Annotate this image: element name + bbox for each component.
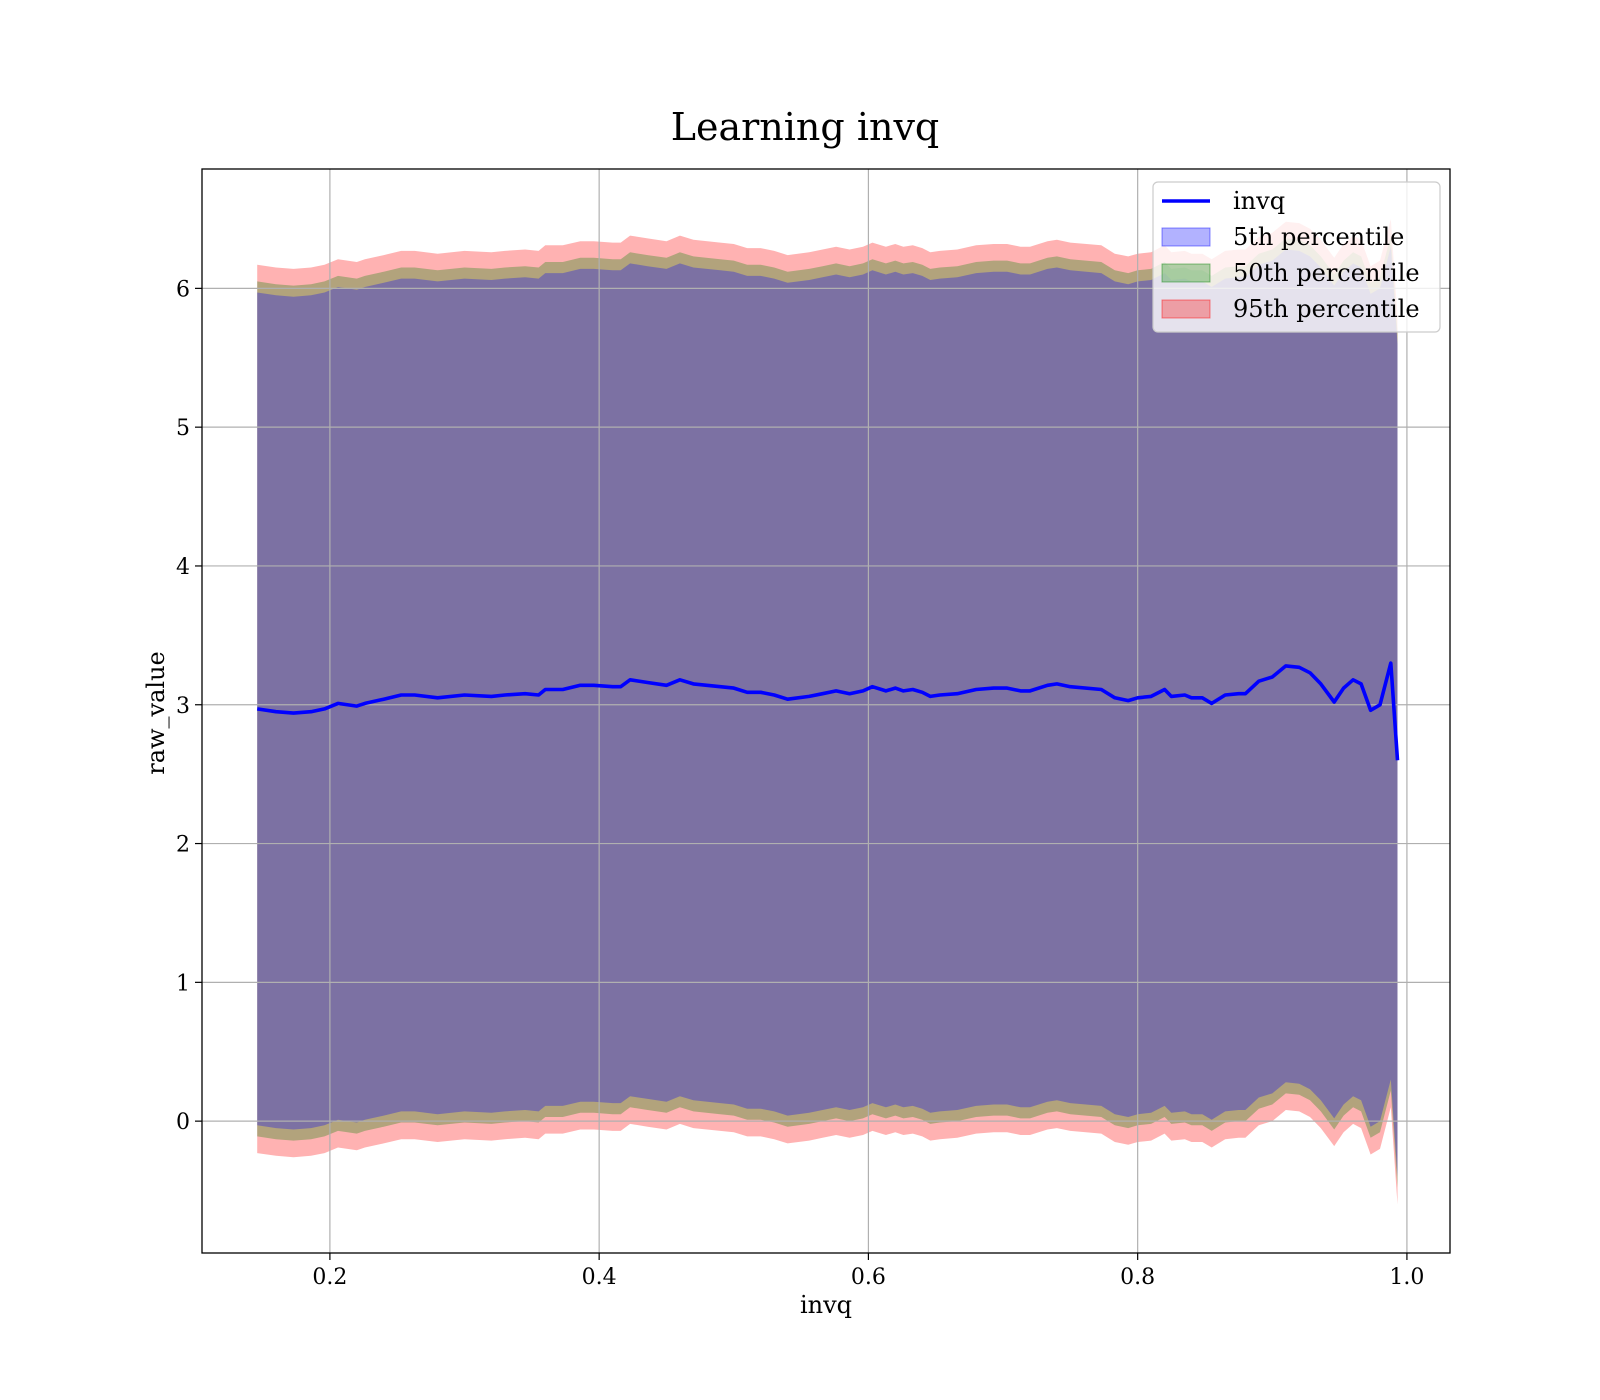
legend-swatch xyxy=(1161,299,1211,319)
percentile-bands xyxy=(257,219,1398,1205)
x-axis-ticks: 0.2 0.4 0.6 0.8 1.0 xyxy=(312,1253,1424,1290)
plot-frame xyxy=(201,168,1451,1254)
series-line-invq xyxy=(256,661,1400,761)
legend-label: 95th percentile xyxy=(1233,295,1420,323)
y-tick-label: 4 xyxy=(176,555,190,580)
legend: invq 5th percentile 50th percentile 95th pe… xyxy=(1152,181,1441,333)
grid xyxy=(202,169,1450,1253)
legend-label: 50th percentile xyxy=(1233,259,1420,287)
y-axis-label: raw_value xyxy=(142,651,170,775)
band-50th xyxy=(257,235,1398,1188)
x-axis-label: invq xyxy=(800,1291,852,1319)
legend-label-invq: invq xyxy=(1233,187,1285,215)
band-5th xyxy=(257,246,1398,1177)
y-tick-label: 2 xyxy=(176,833,190,858)
legend-label: 5th percentile xyxy=(1233,223,1404,251)
y-tick-label: 3 xyxy=(176,694,190,719)
band-95th xyxy=(257,219,1398,1205)
x-tick-label: 1.0 xyxy=(1389,1265,1424,1290)
y-axis-ticks: 0 1 2 3 4 5 6 xyxy=(176,277,202,1135)
y-tick-label: 0 xyxy=(176,1110,190,1135)
chart-title: Learning invq xyxy=(671,105,939,149)
x-tick-label: 0.2 xyxy=(312,1265,347,1290)
x-tick-label: 0.4 xyxy=(582,1265,617,1290)
y-tick-label: 5 xyxy=(176,416,190,441)
x-tick-label: 0.6 xyxy=(851,1265,886,1290)
y-tick-label: 1 xyxy=(176,971,190,996)
y-tick-label: 6 xyxy=(176,277,190,302)
legend-swatch xyxy=(1161,263,1211,283)
x-tick-label: 0.8 xyxy=(1120,1265,1155,1290)
line-layer xyxy=(256,661,1400,761)
legend-box xyxy=(1152,181,1441,333)
legend-swatch xyxy=(1161,227,1211,247)
